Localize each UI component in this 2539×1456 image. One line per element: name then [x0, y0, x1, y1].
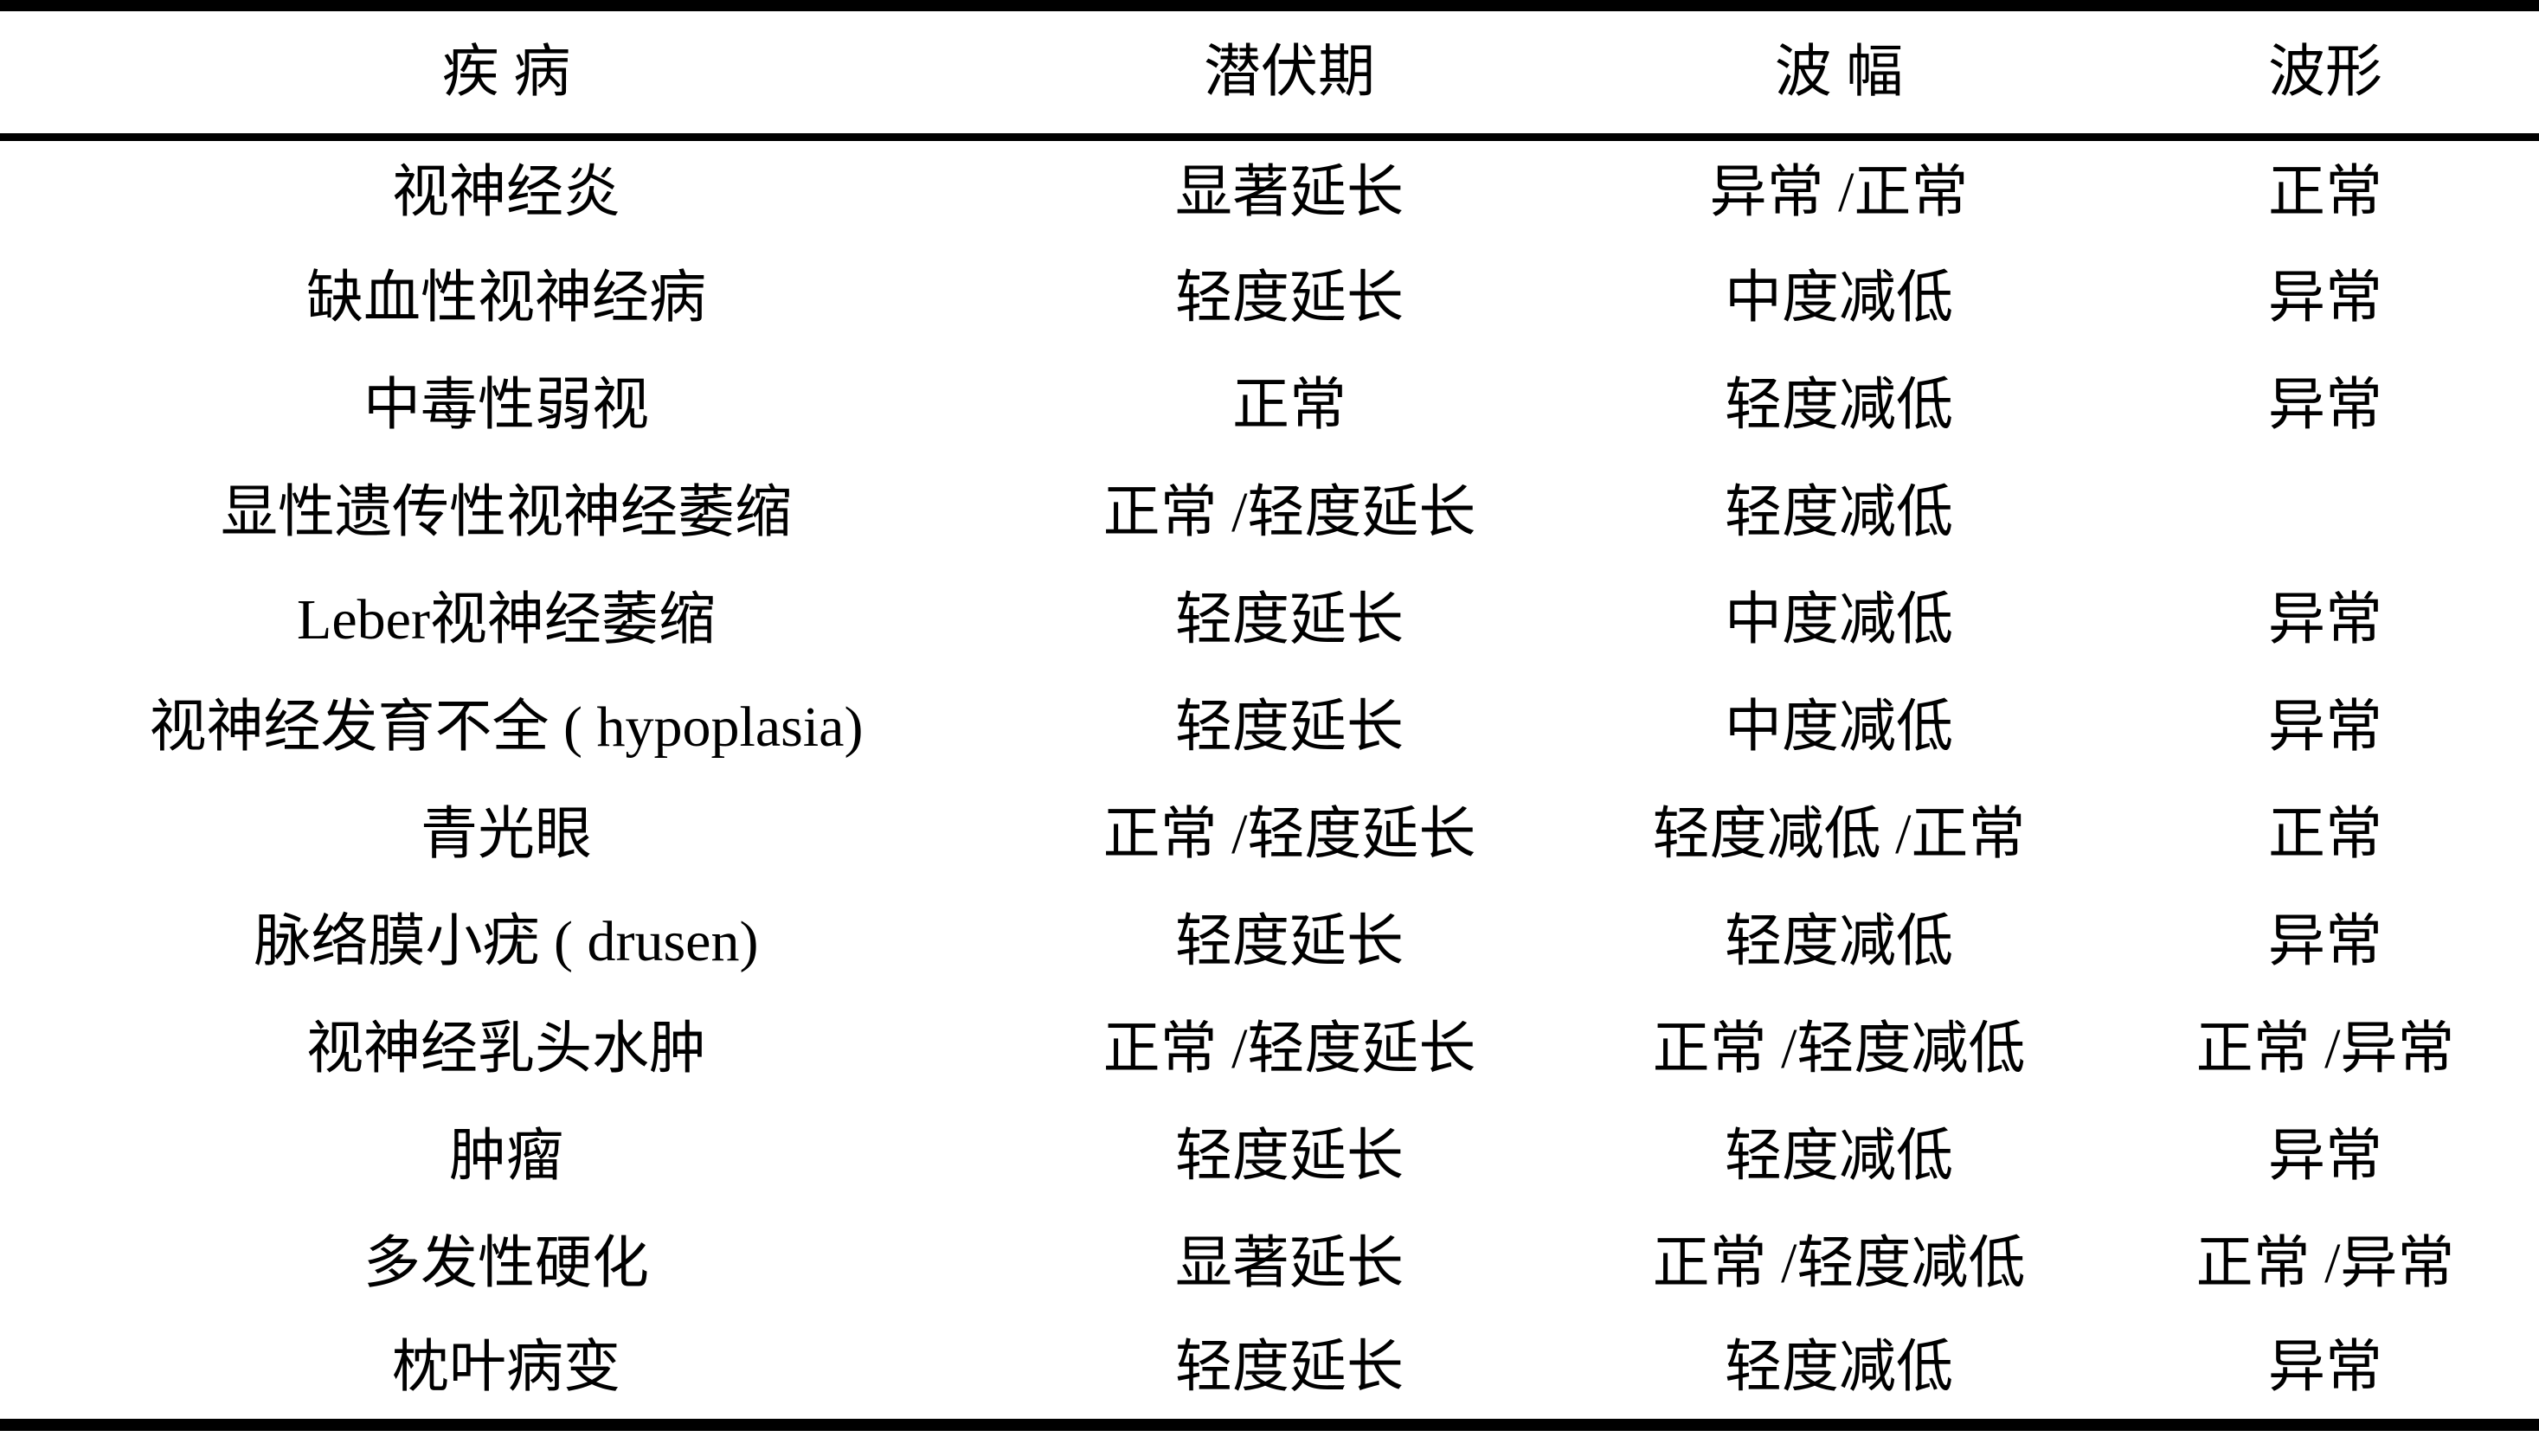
cell-latency: 轻度延长 [1175, 587, 1404, 651]
table-row: 视神经发育不全 ( hypoplasia) 轻度延长 中度减低 异常 [0, 674, 2539, 781]
column-header-latency: 潜伏期 [1204, 40, 1375, 104]
cell-waveform: 异常 [2268, 1336, 2382, 1399]
cell-latency: 轻度延长 [1175, 266, 1404, 330]
cell-disease: 缺血性视神经病 [306, 266, 706, 330]
cell-latency: 显著延长 [1175, 160, 1404, 224]
table-row: 枕叶病变 轻度延长 轻度减低 异常 [0, 1318, 2539, 1425]
cell-amplitude: 中度减低 [1725, 587, 1953, 651]
cell-waveform: 正常 /异常 [2195, 1017, 2455, 1081]
cell-latency: 显著延长 [1175, 1231, 1404, 1295]
cell-disease: 显性遗传性视神经萎缩 [221, 480, 792, 544]
cell-amplitude: 轻度减低 [1725, 1336, 1953, 1399]
table-row: 中毒性弱视 正常 轻度减低 异常 [0, 352, 2539, 459]
cell-disease: 视神经发育不全 ( hypoplasia) [149, 695, 864, 759]
cell-amplitude: 轻度减低 /正常 [1652, 802, 2026, 866]
table-header: 疾 病 潜伏期 波 幅 波形 [0, 6, 2539, 138]
cell-amplitude: 轻度减低 [1725, 909, 1953, 973]
cell-waveform: 异常 [2268, 695, 2382, 759]
header-row: 疾 病 潜伏期 波 幅 波形 [0, 6, 2539, 138]
cell-latency: 正常 /轻度延长 [1102, 1017, 1476, 1081]
cell-disease: Leber视神经萎缩 [297, 587, 716, 651]
cell-latency: 正常 /轻度延长 [1102, 802, 1476, 866]
cell-latency: 轻度延长 [1175, 909, 1404, 973]
table-row: 显性遗传性视神经萎缩 正常 /轻度延长 轻度减低 [0, 459, 2539, 567]
column-header-amplitude: 波 幅 [1774, 40, 1904, 104]
cell-waveform: 异常 [2268, 1124, 2382, 1188]
table-row: 脉络膜小疣 ( drusen) 轻度延长 轻度减低 异常 [0, 888, 2539, 996]
cell-disease: 青光眼 [421, 802, 592, 866]
table-row: 视神经乳头水肿 正常 /轻度延长 正常 /轻度减低 正常 /异常 [0, 996, 2539, 1103]
table-row: 视神经炎 显著延长 异常 /正常 正常 [0, 138, 2539, 245]
cell-disease: 视神经炎 [392, 160, 620, 224]
cell-amplitude: 轻度减低 [1725, 480, 1953, 544]
table-row: 缺血性视神经病 轻度延长 中度减低 异常 [0, 245, 2539, 352]
cell-amplitude: 正常 /轻度减低 [1652, 1017, 2026, 1081]
cell-disease: 多发性硬化 [363, 1231, 649, 1295]
cell-disease: 视神经乳头水肿 [306, 1017, 706, 1081]
cell-amplitude: 轻度减低 [1725, 373, 1953, 437]
cell-waveform: 正常 /异常 [2195, 1231, 2455, 1295]
cell-disease: 中毒性弱视 [363, 373, 649, 437]
cell-waveform [2112, 459, 2539, 567]
cell-waveform: 异常 [2268, 587, 2382, 651]
cell-amplitude: 中度减低 [1725, 695, 1953, 759]
table-row: 肿瘤 轻度延长 轻度减低 异常 [0, 1103, 2539, 1210]
table-body: 视神经炎 显著延长 异常 /正常 正常 缺血性视神经病 轻度延长 中度减低 异常… [0, 138, 2539, 1425]
cell-waveform: 正常 [2268, 802, 2382, 866]
cell-waveform: 异常 [2268, 373, 2382, 437]
cell-latency: 轻度延长 [1175, 695, 1404, 759]
cell-latency: 轻度延长 [1175, 1336, 1404, 1399]
cell-waveform: 异常 [2268, 909, 2382, 973]
table-row: 多发性硬化 显著延长 正常 /轻度减低 正常 /异常 [0, 1210, 2539, 1318]
column-header-waveform: 波形 [2268, 40, 2382, 104]
cell-amplitude: 中度减低 [1725, 266, 1953, 330]
cell-amplitude: 轻度减低 [1725, 1124, 1953, 1188]
cell-disease: 脉络膜小疣 ( drusen) [254, 909, 759, 973]
cell-latency: 轻度延长 [1175, 1124, 1404, 1188]
cell-waveform: 异常 [2268, 266, 2382, 330]
cell-latency: 正常 /轻度延长 [1102, 480, 1476, 544]
cell-amplitude: 正常 /轻度减低 [1652, 1231, 2026, 1295]
cell-waveform: 正常 [2268, 160, 2382, 224]
cell-latency: 正常 [1232, 373, 1347, 437]
column-header-disease: 疾 病 [441, 40, 571, 104]
cell-amplitude: 异常 /正常 [1709, 160, 1969, 224]
table-row: 青光眼 正常 /轻度延长 轻度减低 /正常 正常 [0, 781, 2539, 888]
table-row: Leber视神经萎缩 轻度延长 中度减低 异常 [0, 567, 2539, 674]
cell-disease: 枕叶病变 [392, 1336, 620, 1399]
cell-disease: 肿瘤 [449, 1124, 563, 1188]
